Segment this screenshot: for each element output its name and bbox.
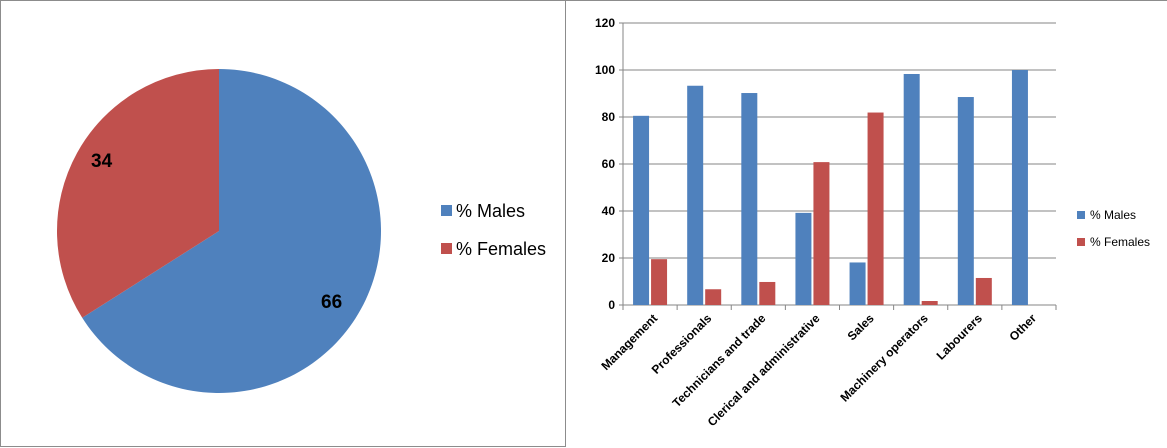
y-tick-label: 120 [595, 16, 615, 30]
x-tick-label-sales: Sales [845, 311, 877, 343]
bar-males-professionals [687, 86, 703, 305]
pie-chart: 34 66 % Males % Females [1, 1, 565, 448]
bar-females-management [651, 259, 667, 305]
bar-males-machinery-operators [904, 74, 920, 305]
bar-females-technicians-and-trade [759, 282, 775, 305]
bar-legend-label-females: % Females [1090, 235, 1150, 249]
bar-females-machinery-operators [922, 301, 938, 305]
pie-legend-label-males: % Males [456, 201, 525, 221]
pie-label-males: 66 [321, 292, 342, 313]
bar-females-professionals [705, 289, 721, 305]
pie-chart-panel: 34 66 % Males % Females [0, 0, 566, 447]
x-tick-label-machinery-operators: Machinery operators [837, 311, 931, 405]
x-tick-label-technicians-and-trade: Technicians and trade [670, 311, 769, 410]
bar-males-clerical-and-administrative [795, 213, 811, 305]
bar-chart-panel: 0 20 40 60 80 100 120 Management Professionals T… [566, 0, 1167, 447]
pie-legend-label-females: % Females [456, 239, 546, 259]
bar-legend-swatch-females [1077, 238, 1085, 246]
bar-females-clerical-and-administrative [813, 162, 829, 305]
y-tick-label: 20 [602, 251, 616, 265]
y-tick-label: 40 [602, 204, 616, 218]
y-tick-label: 60 [602, 157, 616, 171]
x-tick-label-other: Other [1007, 311, 1040, 344]
pie-legend-swatch-females [441, 243, 452, 254]
bar-males-labourers [958, 97, 974, 305]
pie-legend-swatch-males [441, 205, 452, 216]
bar-females-sales [868, 113, 884, 305]
bar-males-technicians-and-trade [741, 93, 757, 305]
y-tick-label: 0 [608, 298, 615, 312]
y-tick-label: 100 [595, 63, 615, 77]
y-tick-label: 80 [602, 110, 616, 124]
pie-label-females: 34 [91, 151, 113, 172]
pie-legend: % Males % Females [441, 201, 546, 259]
bar-legend-swatch-males [1077, 211, 1085, 219]
bar-males-sales [850, 262, 866, 305]
bar-males-other [1012, 70, 1028, 305]
bar-males-management [633, 116, 649, 305]
bar-legend: % Males % Females [1077, 208, 1150, 249]
bar-legend-label-males: % Males [1090, 208, 1136, 222]
bar-females-labourers [976, 278, 992, 305]
x-tick-label-labourers: Labourers [934, 311, 986, 363]
x-tick-label-clerical-and-administrative: Clerical and administrative [705, 311, 823, 429]
